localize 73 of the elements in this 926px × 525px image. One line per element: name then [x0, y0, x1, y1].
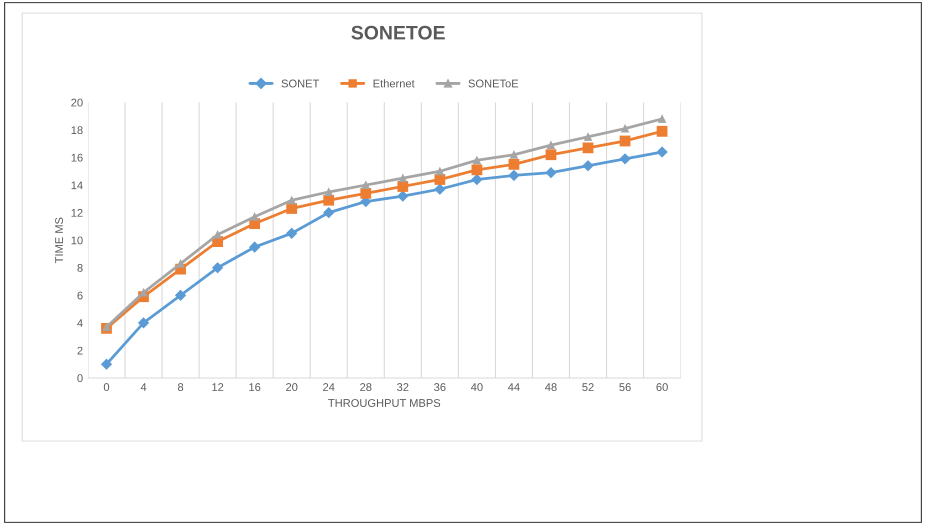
- point: [546, 167, 556, 178]
- point: [175, 290, 186, 301]
- point: [324, 188, 333, 196]
- y-tick-label: 8: [77, 264, 83, 272]
- point: [286, 203, 298, 214]
- point: [436, 167, 444, 176]
- x-tick-label: 52: [582, 383, 594, 392]
- point: [176, 260, 185, 268]
- y-tick-label: 12: [72, 208, 83, 217]
- x-tick-label: 28: [360, 383, 372, 392]
- legend-label: SONET: [282, 80, 320, 88]
- x-tick-label: 32: [397, 383, 408, 392]
- point: [546, 141, 555, 150]
- point: [214, 230, 222, 239]
- x-axis-title: THROUGHPUT MBPS: [328, 399, 440, 407]
- y-tick-label: 20: [71, 98, 83, 107]
- point: [658, 114, 666, 123]
- point: [471, 174, 482, 185]
- y-tick-label: 0: [77, 374, 83, 382]
- y-tick-label: 18: [72, 126, 83, 134]
- point: [249, 242, 260, 253]
- point: [212, 262, 224, 274]
- x-tick-label: 12: [212, 383, 224, 391]
- point: [434, 174, 446, 185]
- x-tick-label: 24: [323, 383, 335, 391]
- y-tick-label: 6: [77, 292, 83, 300]
- point: [472, 164, 482, 176]
- point: [656, 126, 668, 137]
- point: [140, 288, 148, 297]
- x-tick-label: 48: [545, 383, 557, 392]
- point: [656, 146, 668, 158]
- x-tick-label: 36: [434, 383, 446, 392]
- point: [101, 358, 112, 370]
- point: [102, 323, 110, 331]
- point: [621, 124, 630, 133]
- x-tick-label: 8: [178, 383, 184, 392]
- y-tick-label: 14: [72, 181, 83, 190]
- point: [288, 196, 296, 204]
- point: [584, 132, 592, 141]
- y-axis-title: TIME MS: [55, 218, 63, 264]
- x-tick-label: 4: [140, 383, 146, 391]
- y-tick-label: 10: [72, 236, 83, 244]
- point: [510, 150, 518, 159]
- x-tick-label: 60: [656, 383, 668, 392]
- x-tick-label: 16: [249, 383, 260, 392]
- point: [582, 142, 594, 154]
- point: [434, 184, 446, 195]
- point: [472, 156, 481, 164]
- y-tick-label: 2: [77, 346, 83, 354]
- point: [620, 136, 630, 146]
- point: [250, 212, 259, 221]
- point: [508, 170, 520, 181]
- point: [546, 149, 556, 160]
- x-tick-label: 20: [286, 383, 298, 392]
- point: [397, 190, 408, 202]
- x-tick-label: 56: [619, 383, 631, 392]
- y-tick-label: 4: [77, 319, 83, 327]
- legend-label: Ethernet: [374, 79, 415, 88]
- x-tick-label: 40: [470, 383, 483, 392]
- legend-label: SONEToE: [468, 80, 518, 88]
- point: [138, 317, 149, 328]
- x-tick-label: 0: [104, 383, 110, 392]
- point: [323, 207, 334, 218]
- chart-title: SONETOE: [351, 26, 445, 40]
- point: [620, 153, 630, 164]
- x-tick-label: 44: [508, 383, 520, 391]
- y-tick-label: 16: [72, 154, 83, 162]
- point: [582, 160, 594, 172]
- point: [508, 159, 520, 170]
- point: [397, 181, 408, 192]
- point: [286, 228, 298, 239]
- point: [398, 174, 407, 182]
- point: [362, 181, 370, 190]
